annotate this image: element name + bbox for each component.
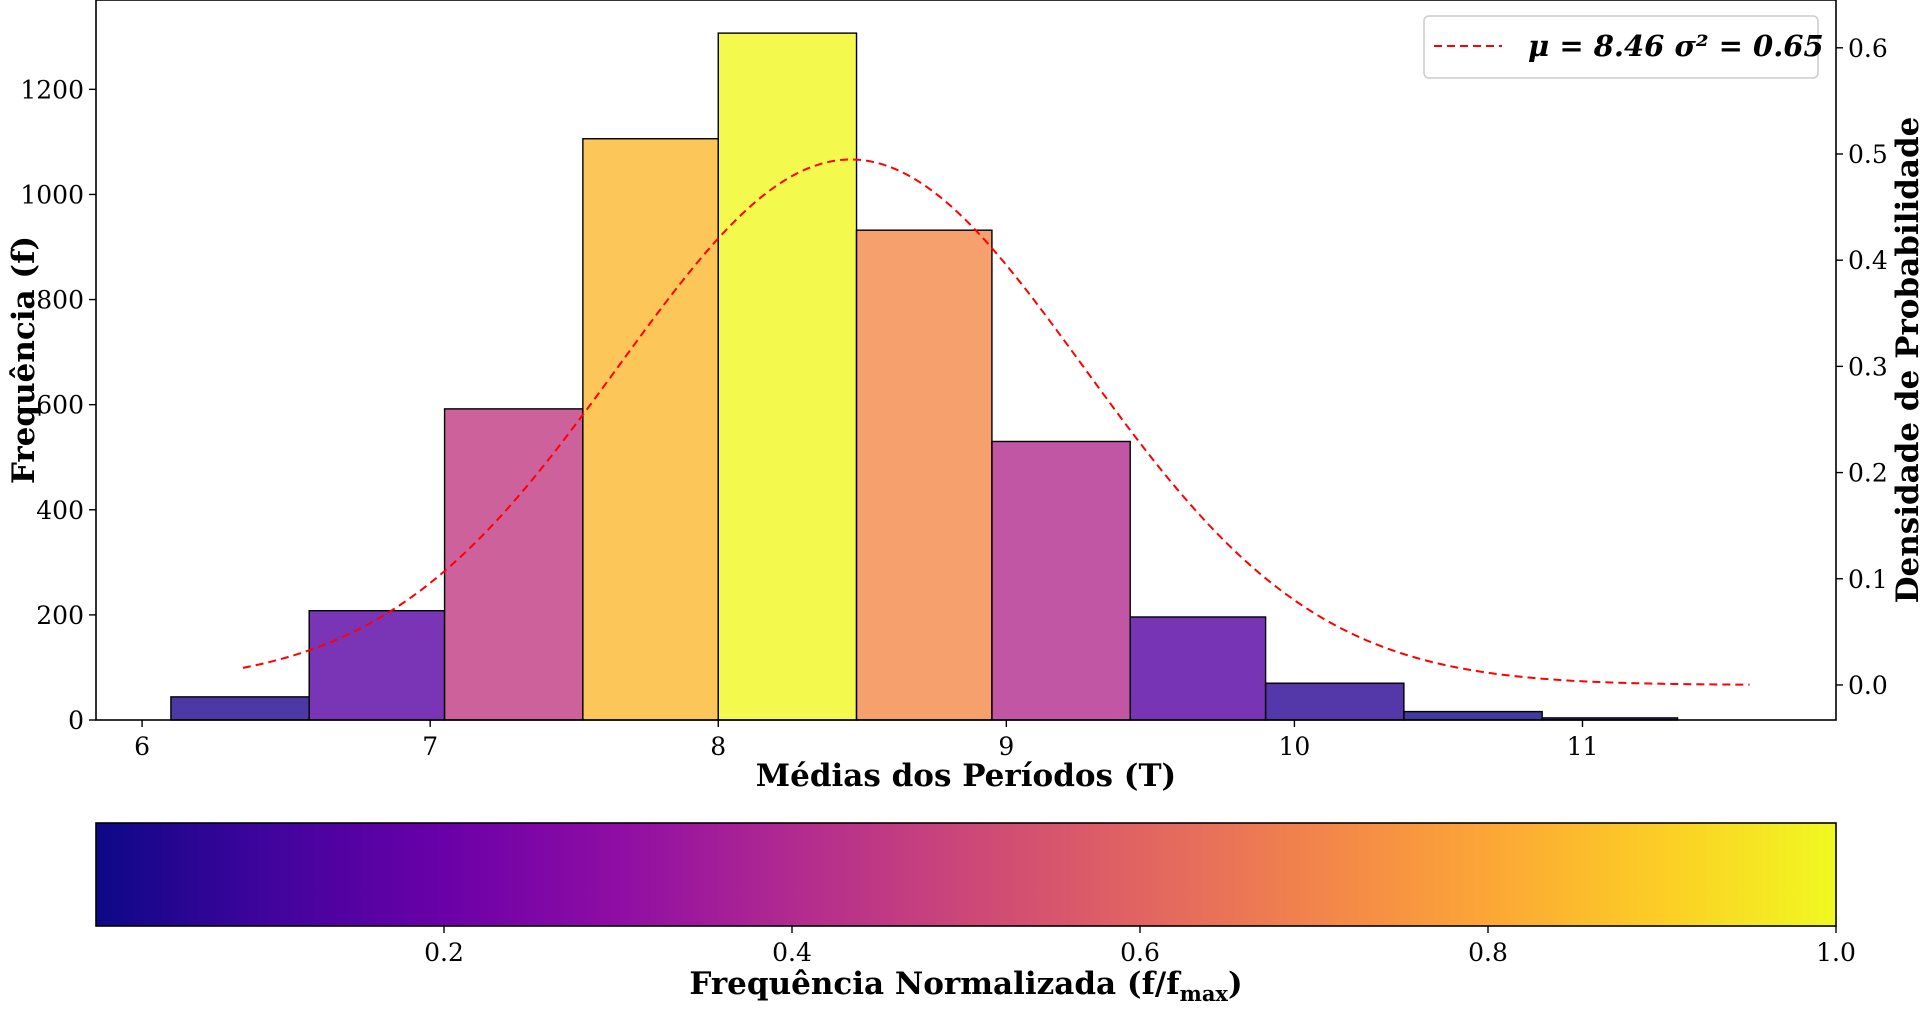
right-tick-label: 0.4 <box>1848 246 1888 275</box>
histogram-bar <box>1403 710 1543 721</box>
y-tick-label: 200 <box>36 601 84 630</box>
x-axis-ticks: 6 7 8 9 10 11 <box>134 720 1598 761</box>
right-tick-label: 0.2 <box>1848 459 1888 488</box>
right-axis-ticks: 0.0 0.1 0.2 0.3 0.4 0.5 0.6 <box>1836 34 1888 700</box>
right-tick-label: 0.1 <box>1848 565 1888 594</box>
histogram-bar <box>991 440 1131 721</box>
normal-fit-curve <box>242 158 1750 686</box>
colorbar-gradient <box>95 822 1837 927</box>
colorbar-title-main: Frequência Normalizada (f/f <box>689 966 1181 1002</box>
histogram-bars <box>170 32 1679 721</box>
x-tick-label: 9 <box>998 732 1014 761</box>
histogram-bar <box>717 32 858 721</box>
histogram-bar <box>855 229 993 721</box>
y-tick-label: 400 <box>36 496 84 525</box>
x-tick-label: 7 <box>422 732 438 761</box>
colorbar-title-subscript: max <box>1180 981 1229 1006</box>
colorbar-tick-label: 0.8 <box>1468 938 1508 967</box>
y-axis-ticks: 0 200 400 600 800 1000 1200 <box>20 75 96 735</box>
colorbar-tick-label: 1.0 <box>1816 938 1856 967</box>
colorbar-title-suffix: ) <box>1228 966 1243 1002</box>
colorbar-tick-label: 0.2 <box>424 938 464 967</box>
x-tick-label: 10 <box>1279 732 1311 761</box>
histogram-plot: 6 7 8 9 10 11 0 200 400 600 800 1000 1200 0.0 0.1 0.2… <box>6 0 1920 794</box>
histogram-bar <box>1129 616 1267 721</box>
histogram-bar <box>582 138 719 721</box>
y-tick-label: 1000 <box>20 180 84 209</box>
colorbar-title: Frequência Normalizada (f/fmax) <box>689 966 1242 1006</box>
legend-fit-label: μ = 8.46 σ² = 0.65 <box>1528 29 1824 63</box>
y-tick-label: 600 <box>36 391 84 420</box>
right-axis-title: Densidade de Probabilidade <box>1890 117 1920 604</box>
legend: μ = 8.46 σ² = 0.65 <box>1423 15 1824 79</box>
y-tick-label: 800 <box>36 286 84 315</box>
plot-frame <box>95 0 1837 721</box>
x-axis-title: Médias dos Períodos (T) <box>756 758 1176 794</box>
colorbar: 0.2 0.4 0.6 0.8 1.0 Frequência Normalizada (… <box>95 822 1856 1006</box>
x-tick-label: 11 <box>1567 732 1599 761</box>
histogram-bar <box>1264 682 1405 721</box>
x-tick-label: 6 <box>134 732 150 761</box>
right-tick-label: 0.0 <box>1848 671 1888 700</box>
colorbar-tick-label: 0.6 <box>1120 938 1160 967</box>
histogram-bar <box>170 696 310 721</box>
y-tick-label: 0 <box>68 706 84 735</box>
right-tick-label: 0.3 <box>1848 352 1888 381</box>
legend-box <box>1423 15 1819 79</box>
colorbar-ticks: 0.2 0.4 0.6 0.8 1.0 <box>424 926 1856 967</box>
colorbar-tick-label: 0.4 <box>772 938 812 967</box>
histogram-bar <box>308 609 446 721</box>
right-tick-label: 0.6 <box>1848 34 1888 63</box>
y-axis-title: Frequência (f) <box>6 236 42 484</box>
right-tick-label: 0.5 <box>1848 140 1888 169</box>
x-tick-label: 8 <box>710 732 726 761</box>
y-tick-label: 1200 <box>20 75 84 104</box>
histogram-bar <box>443 408 584 721</box>
